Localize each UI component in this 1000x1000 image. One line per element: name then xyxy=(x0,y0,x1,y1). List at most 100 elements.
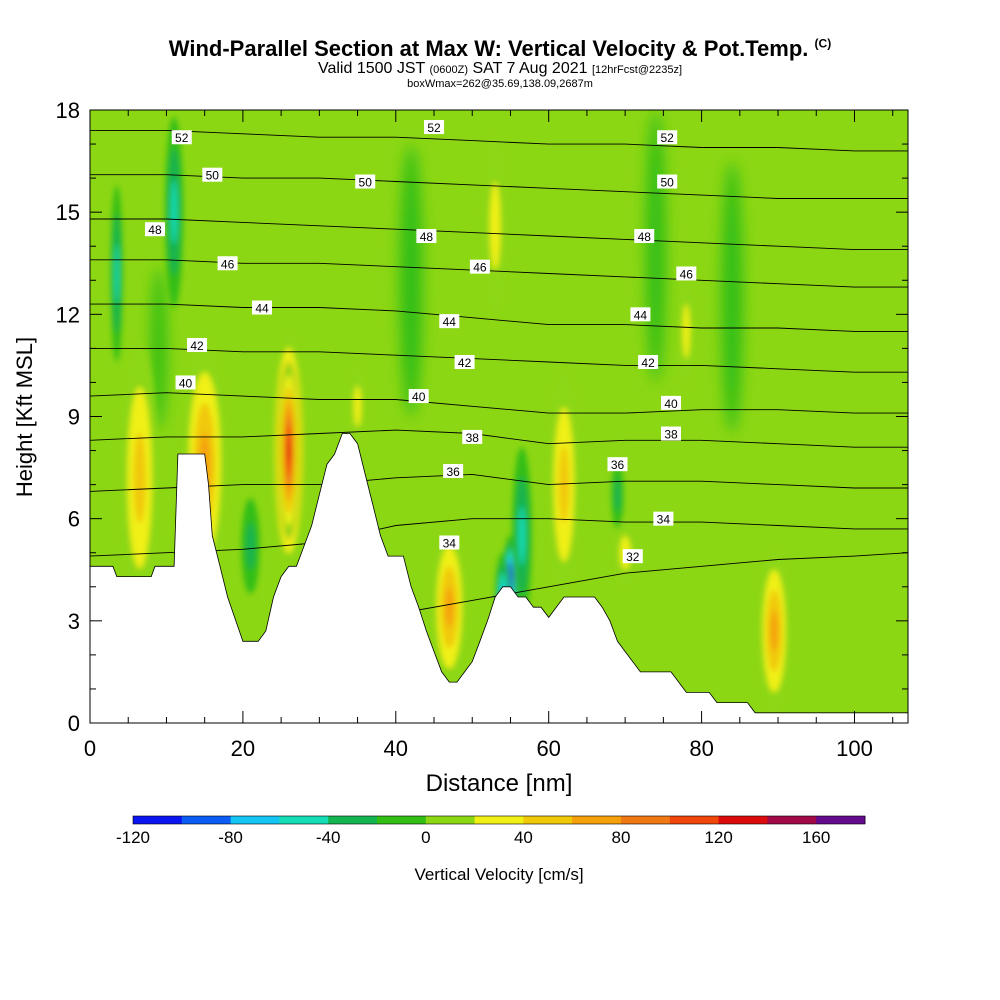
isentrope-label-42: 42 xyxy=(638,355,659,370)
y-axis-label: Height [Kft MSL] xyxy=(12,337,37,497)
isentrope-label-32: 32 xyxy=(622,549,643,564)
downdraft-cell xyxy=(245,522,256,570)
updraft-cell xyxy=(188,372,221,557)
colorbar-swatch xyxy=(718,816,768,824)
isentrope-label-50: 50 xyxy=(657,174,678,190)
updraft-cell xyxy=(489,181,501,271)
svg-text:32: 32 xyxy=(626,550,640,564)
svg-text:42: 42 xyxy=(458,356,472,370)
svg-text:46: 46 xyxy=(221,257,235,271)
colorbar-swatch xyxy=(767,816,817,824)
colorbar-swatch xyxy=(279,816,329,824)
colorbar-swatch xyxy=(425,816,476,824)
svg-text:48: 48 xyxy=(420,230,434,244)
svg-text:40: 40 xyxy=(664,397,678,411)
colorbar-swatch xyxy=(572,816,622,824)
isentrope-label-40: 40 xyxy=(408,389,429,404)
isentrope-52 xyxy=(90,129,908,152)
svg-text:40: 40 xyxy=(179,376,193,390)
velocity-band xyxy=(721,161,743,434)
svg-text:52: 52 xyxy=(661,131,675,145)
isentrope-label-46: 46 xyxy=(469,259,490,275)
updraft-cell xyxy=(193,402,216,526)
isentrope-label-52: 52 xyxy=(171,130,192,145)
isentrope-label-36: 36 xyxy=(443,463,464,479)
updraft-cell xyxy=(445,586,454,628)
isentrope-34 xyxy=(90,518,908,557)
x-axis-label: Distance [nm] xyxy=(426,770,573,797)
isentrope-50 xyxy=(90,174,908,199)
valid-utc: (0600Z) xyxy=(429,64,468,76)
colorbar-swatch xyxy=(230,816,280,824)
svg-text:48: 48 xyxy=(638,230,652,244)
isentrope-label-34: 34 xyxy=(653,511,674,527)
y-tick-label: 6 xyxy=(68,507,80,532)
isentrope-40 xyxy=(90,392,908,414)
velocity-band xyxy=(399,144,423,417)
y-tick-label: 15 xyxy=(56,200,80,225)
downdraft-cell xyxy=(114,243,119,303)
copyright-mark: (C) xyxy=(814,36,832,51)
isentrope-38 xyxy=(90,429,908,448)
forecast-info: [12hrFcst@2235z] xyxy=(591,64,683,76)
x-tick-label: 60 xyxy=(536,736,560,761)
isentrope-label-42: 42 xyxy=(454,355,475,370)
colorbar-tick-label: -120 xyxy=(116,828,150,847)
vertical-velocity-field xyxy=(90,110,908,713)
isentrope-label-52: 52 xyxy=(424,120,445,135)
svg-text:36: 36 xyxy=(611,458,625,472)
isentrope-label-36: 36 xyxy=(607,457,628,472)
x-tick-label: 20 xyxy=(231,736,255,761)
isentrope-label-44: 44 xyxy=(252,300,273,316)
isentrope-label-38: 38 xyxy=(661,426,682,442)
isentrope-label-50: 50 xyxy=(202,167,223,183)
isentrope-label-42: 42 xyxy=(187,337,208,353)
terrain-outline xyxy=(90,433,908,714)
chart-title: Wind-Parallel Section at Max W: Vertical… xyxy=(0,36,1000,62)
x-axis: 0 20 40 60 80 100 xyxy=(84,110,894,761)
y-tick-label: 0 xyxy=(68,711,80,736)
svg-text:34: 34 xyxy=(657,513,671,527)
isentrope-label-48: 48 xyxy=(416,229,437,244)
isentrope-44 xyxy=(90,303,908,332)
x-tick-label: 40 xyxy=(384,736,408,761)
isentrope-label-46: 46 xyxy=(217,256,238,271)
isentrope-label-52: 52 xyxy=(657,130,678,145)
colorbar: -120 -80 -40 0 40 80 120 160 xyxy=(116,815,866,847)
svg-text:50: 50 xyxy=(206,169,220,183)
isentrope-label-44: 44 xyxy=(439,314,460,329)
isentrope-42 xyxy=(90,347,908,373)
downdraft-cell xyxy=(614,477,621,512)
colorbar-tick-label: 120 xyxy=(704,828,732,847)
isentrope-label-50: 50 xyxy=(355,174,376,190)
downdraft-cell xyxy=(499,573,507,614)
isentrope-label-34: 34 xyxy=(439,535,460,551)
colorbar-title: Vertical Velocity [cm/s] xyxy=(414,865,583,884)
velocity-band xyxy=(645,110,666,383)
isentrope-36 xyxy=(90,473,908,492)
updraft-cell xyxy=(287,437,291,464)
downdraft-cell xyxy=(518,506,526,566)
valid-time: Valid 1500 JST xyxy=(317,60,426,77)
chart-subtitle: Valid 1500 JST (0600Z) SAT 7 Aug 2021 [1… xyxy=(0,60,1000,78)
svg-text:46: 46 xyxy=(473,261,487,275)
svg-text:48: 48 xyxy=(148,223,162,237)
isentrope-label-48: 48 xyxy=(144,222,165,237)
y-tick-label: 12 xyxy=(56,302,80,327)
colorbar-tick-label: -40 xyxy=(316,828,341,847)
svg-text:36: 36 xyxy=(446,465,460,479)
colorbar-tick-label: 40 xyxy=(514,828,533,847)
svg-text:46: 46 xyxy=(680,267,694,281)
svg-text:38: 38 xyxy=(664,428,678,442)
valid-date: SAT 7 Aug 2021 xyxy=(472,60,588,77)
updraft-cell xyxy=(558,446,570,524)
colorbar-swatch xyxy=(377,816,427,824)
updraft-cell xyxy=(682,304,691,359)
svg-text:34: 34 xyxy=(443,537,457,551)
colorbar-swatch xyxy=(474,816,524,824)
colorbar-swatch xyxy=(816,816,866,824)
colorbar-tick-label: -80 xyxy=(218,828,243,847)
potential-temperature-contours: 32 34 34 36 36 38 38 40 40 40 42 42 42 44 44 44 46 46 46 48… xyxy=(90,120,908,673)
colorbar-swatch xyxy=(523,816,573,824)
